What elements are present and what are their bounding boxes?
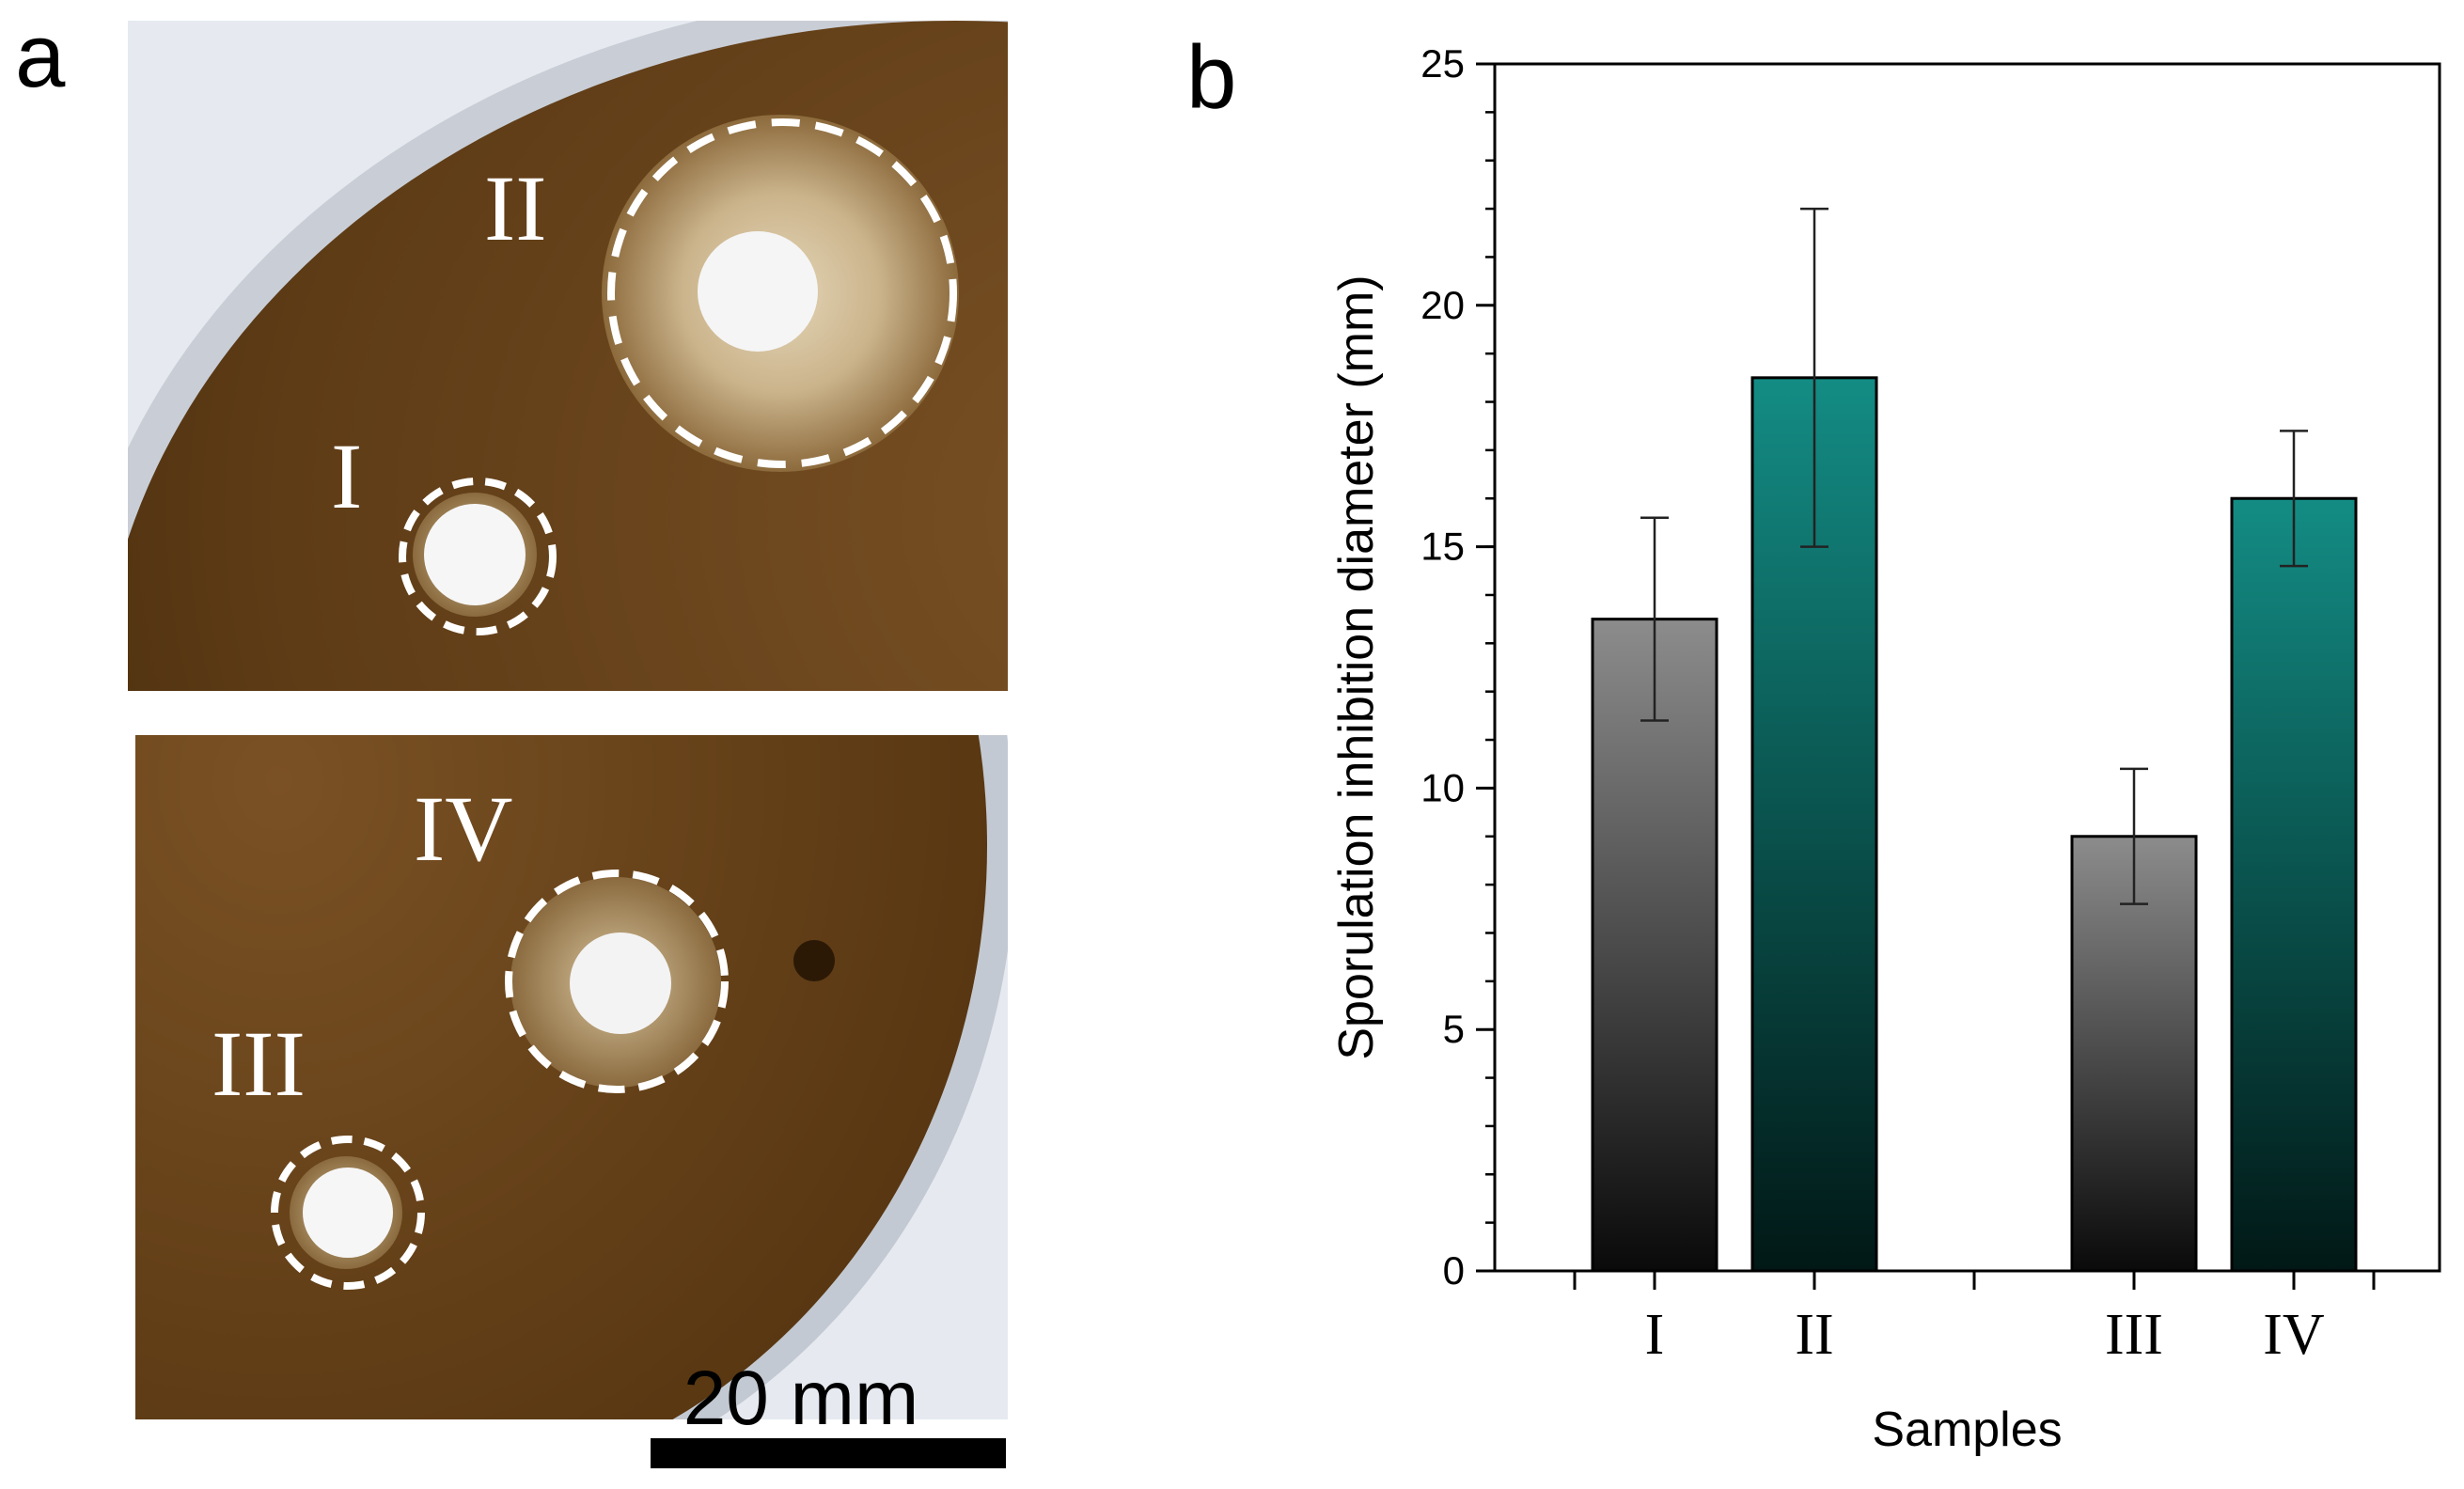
plate-label-iii: III bbox=[212, 1011, 306, 1116]
dashed-ring-ii bbox=[607, 118, 957, 468]
disc-iv bbox=[570, 933, 671, 1034]
bar-iv bbox=[2230, 496, 2358, 1273]
y-tick-label: 20 bbox=[1420, 283, 1465, 327]
bar-i bbox=[1591, 618, 1719, 1273]
x-tick-label: III bbox=[2105, 1303, 2163, 1367]
x-tick-label: I bbox=[1645, 1303, 1665, 1367]
dashed-ring-i bbox=[399, 478, 557, 635]
dashed-ring-iii bbox=[271, 1136, 425, 1290]
plate-label-i: I bbox=[331, 424, 362, 528]
y-tick-label: 0 bbox=[1443, 1248, 1465, 1293]
panel-b-letter: b bbox=[1186, 27, 1236, 128]
disc-i bbox=[424, 504, 526, 605]
dashed-ring-iv bbox=[505, 870, 729, 1093]
disc-ii bbox=[698, 231, 818, 352]
error-bar-iii bbox=[2120, 767, 2148, 905]
y-tick-label: 5 bbox=[1443, 1007, 1465, 1051]
y-tick-label: 25 bbox=[1420, 41, 1465, 86]
petri-photo-top bbox=[128, 21, 1008, 691]
y-axis-label: Sporulation inhibition diameter (mm) bbox=[1329, 274, 1384, 1059]
panel-a-letter: a bbox=[15, 6, 66, 106]
plot-frame bbox=[1493, 62, 2441, 1273]
x-tick-label: IV bbox=[2263, 1303, 2325, 1367]
scale-bar bbox=[651, 1438, 1006, 1468]
scale-bar-label: 20 mm bbox=[683, 1356, 919, 1441]
plate-label-iv: IV bbox=[414, 776, 513, 881]
error-bar-ii bbox=[1800, 207, 1828, 548]
y-tick-label: 10 bbox=[1420, 765, 1465, 809]
disc-iii bbox=[303, 1168, 393, 1258]
y-tick-label: 15 bbox=[1420, 525, 1465, 569]
error-bar-iv bbox=[2280, 430, 2308, 568]
error-bar-i bbox=[1640, 516, 1669, 722]
x-tick-label: II bbox=[1795, 1303, 1833, 1367]
x-axis-label: Samples bbox=[1872, 1403, 2062, 1457]
plate-label-ii: II bbox=[484, 156, 547, 260]
